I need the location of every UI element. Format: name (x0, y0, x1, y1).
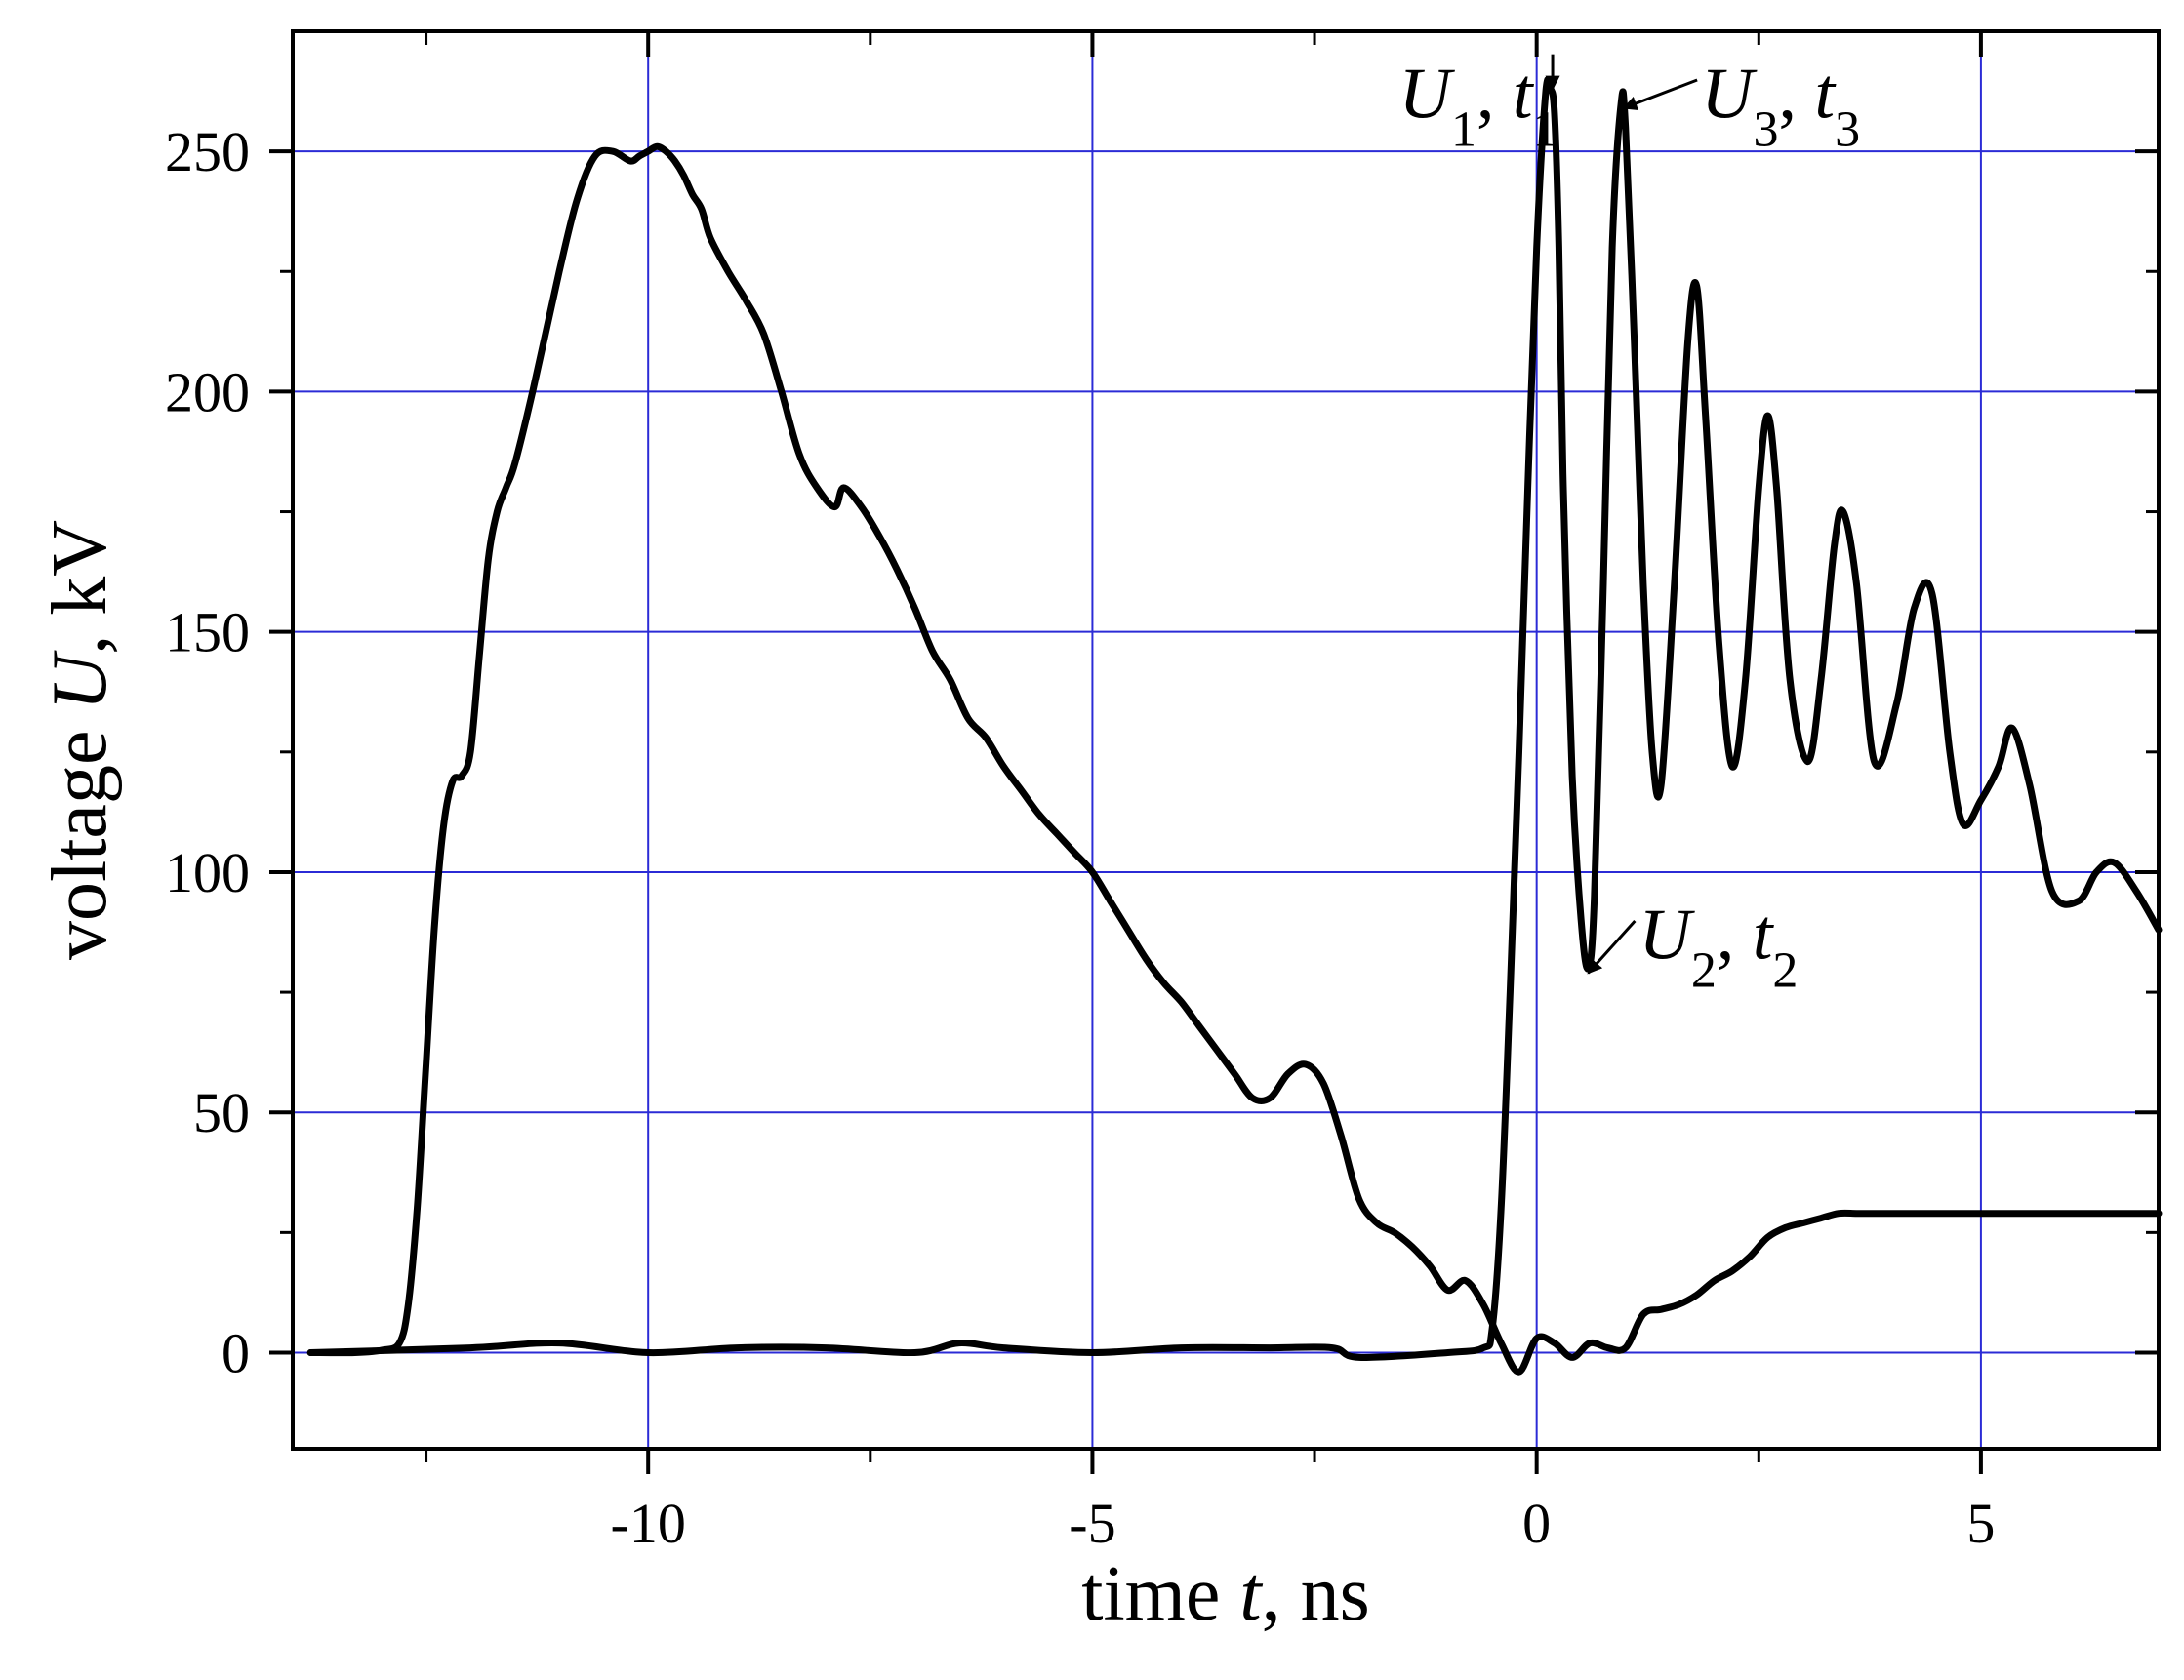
x-axis-title: time t, ns (1081, 1551, 1370, 1637)
annotation-1: U1, t1 (1399, 54, 1560, 158)
annotation-part: U (1701, 55, 1758, 135)
y-title-prefix: voltage (37, 711, 123, 960)
x-title-prefix: time (1081, 1551, 1239, 1637)
x-tick-label: 5 (1966, 1492, 1995, 1555)
y-tick-label: 150 (165, 601, 250, 664)
annotation-label: U2, t2 (1638, 896, 1798, 999)
annotation-part: 2 (1691, 942, 1717, 998)
annotation-part: U (1399, 55, 1456, 135)
x-tick-label: 0 (1522, 1492, 1551, 1555)
y-title-var: U (37, 650, 123, 711)
annotation-label: U3, t3 (1701, 55, 1860, 158)
annotation-arrow (1587, 919, 1637, 975)
annotation-part: 1 (1533, 101, 1558, 157)
series-line-1 (306, 142, 2163, 1376)
y-tick-label: 100 (165, 841, 250, 904)
annotation-part: 3 (1835, 101, 1860, 157)
annotation-part: 3 (1754, 101, 1779, 157)
annotation-label: U1, t1 (1399, 55, 1558, 158)
x-tick-label: -10 (611, 1492, 686, 1555)
series-lines (306, 76, 2163, 1376)
annotation-arrow (1622, 78, 1698, 110)
annotation-part: t (1815, 55, 1838, 135)
annotation-part: 2 (1772, 942, 1798, 998)
annotation-part: U (1638, 896, 1695, 976)
annotation-3: U2, t2 (1587, 896, 1798, 999)
y-title-suffix: , kV (37, 520, 123, 655)
x-title-var: t (1239, 1551, 1263, 1637)
annotation-part: t (1513, 55, 1535, 135)
annotation-part: , (1476, 55, 1513, 135)
y-tick-label: 0 (222, 1321, 250, 1384)
annotation-part: t (1753, 896, 1775, 976)
y-tick-label: 50 (193, 1081, 250, 1144)
annotation-2: U3, t3 (1622, 55, 1860, 158)
y-tick-label: 200 (165, 360, 250, 423)
y-tick-label: 250 (165, 120, 250, 183)
annotation-part: 1 (1451, 101, 1476, 157)
x-tick-label: -5 (1069, 1492, 1115, 1555)
annotation-part: , (1779, 55, 1815, 135)
x-title-suffix: , ns (1262, 1551, 1370, 1637)
plot-frame (291, 29, 2161, 1451)
annotation-part: , (1717, 896, 1753, 976)
series-line-2 (306, 76, 2163, 1362)
y-axis-title: voltage U, kV (37, 520, 123, 960)
